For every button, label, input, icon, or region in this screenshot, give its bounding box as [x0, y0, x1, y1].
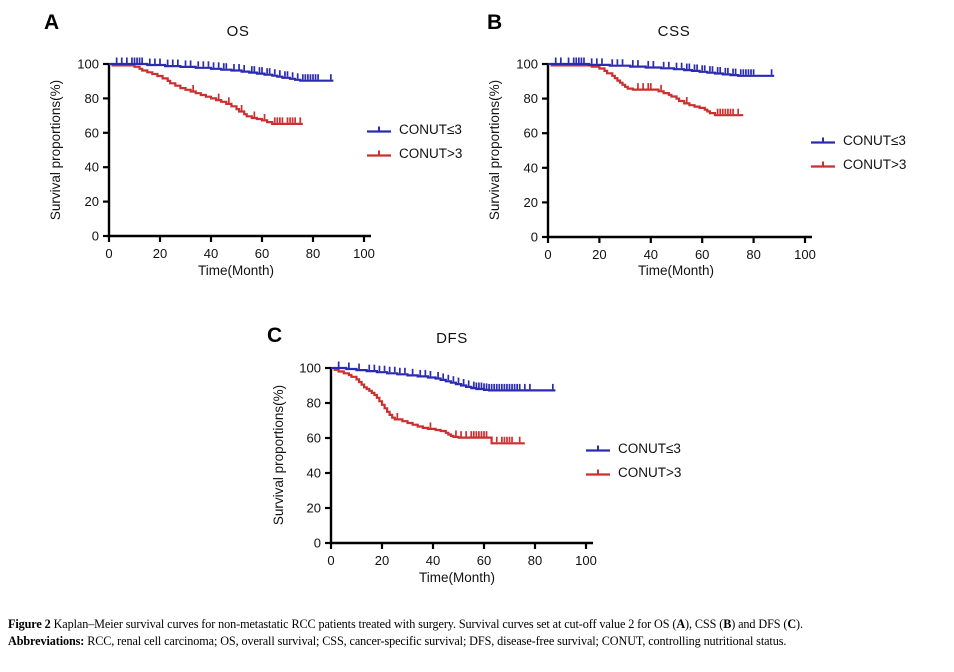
y-tick-label: 20 — [85, 194, 99, 209]
panel-plot-dfs: 0 20 40 60 80 100 0 20 40 60 80 100 — [299, 361, 597, 569]
panel-b-ylabel: Survival proportions(%) — [487, 79, 502, 221]
figure-caption: Figure 2 Kaplan–Meier survival curves fo… — [8, 616, 950, 649]
y-tick-label: 80 — [307, 396, 321, 411]
x-tick-label: 20 — [153, 246, 167, 261]
x-tick-label: 60 — [477, 553, 491, 568]
legend-item-conut-low: CONUT≤3 — [585, 441, 681, 456]
legend-item-conut-low: CONUT≤3 — [366, 122, 462, 137]
legend-item-conut-high: CONUT>3 — [366, 146, 462, 161]
y-tick-label: 100 — [77, 57, 99, 72]
x-tick-label: 20 — [375, 553, 389, 568]
y-tick-label: 20 — [307, 501, 321, 516]
legend-label: CONUT≤3 — [618, 441, 681, 456]
y-tick-label: 60 — [524, 126, 538, 141]
km-curve-conut-low — [109, 62, 334, 82]
y-tick-label: 40 — [307, 466, 321, 481]
panel-a-xlabel: Time(Month) — [197, 263, 274, 278]
km-curve-conut-high — [111, 64, 303, 125]
km-line-marker-icon — [366, 125, 392, 135]
x-tick-label: 0 — [327, 553, 334, 568]
km-line-marker-icon — [810, 160, 836, 170]
y-tick-label: 0 — [314, 536, 321, 551]
y-tick-label: 40 — [85, 160, 99, 175]
x-tick-label: 100 — [353, 246, 375, 261]
caption-line-1: Figure 2 Kaplan–Meier survival curves fo… — [8, 617, 803, 631]
x-tick-label: 80 — [746, 247, 760, 262]
x-tick-label: 80 — [306, 246, 320, 261]
y-tick-label: 40 — [524, 160, 538, 175]
km-curve-conut-high — [550, 64, 744, 117]
x-tick-label: 40 — [426, 553, 440, 568]
panel-a-label: A — [44, 11, 60, 34]
panel-b-label: B — [487, 11, 503, 34]
km-line-marker-icon — [810, 136, 836, 146]
panel-b-title: CSS — [657, 23, 691, 40]
legend-label: CONUT≤3 — [399, 122, 462, 137]
x-tick-label: 100 — [575, 553, 597, 568]
x-tick-label: 40 — [644, 247, 658, 262]
x-tick-label: 80 — [528, 553, 542, 568]
km-line-marker-icon — [585, 468, 611, 478]
km-curve-conut-low — [548, 62, 775, 77]
x-tick-label: 60 — [255, 246, 269, 261]
panel-a-legend: CONUT≤3 CONUT>3 — [366, 122, 462, 161]
y-tick-label: 60 — [85, 125, 99, 140]
x-tick-label: 60 — [695, 247, 709, 262]
panel-plot-os: 0 20 40 60 80 100 0 20 40 60 80 100 — [77, 57, 375, 262]
panel-a-ylabel: Survival proportions(%) — [48, 79, 63, 221]
km-curve-conut-high — [333, 368, 525, 445]
y-tick-label: 60 — [307, 431, 321, 446]
legend-label: CONUT>3 — [843, 157, 907, 172]
km-plots-canvas: 0 20 40 60 80 100 0 20 40 60 80 100 0 20 40 60 80 100 0 20 4… — [77, 57, 816, 569]
x-tick-label: 40 — [204, 246, 218, 261]
panel-c-xlabel: Time(Month) — [418, 570, 495, 585]
legend-label: CONUT>3 — [618, 465, 682, 480]
legend-item-conut-low: CONUT≤3 — [810, 133, 906, 148]
x-tick-label: 0 — [105, 246, 112, 261]
x-tick-label: 0 — [544, 247, 551, 262]
y-tick-label: 20 — [524, 195, 538, 210]
y-tick-label: 100 — [516, 57, 538, 72]
panel-c-title: DFS — [436, 330, 468, 347]
legend-item-conut-high: CONUT>3 — [810, 157, 906, 172]
panel-b-xlabel: Time(Month) — [637, 263, 714, 278]
legend-item-conut-high: CONUT>3 — [585, 465, 681, 480]
x-tick-label: 100 — [794, 247, 816, 262]
km-curve-conut-low — [331, 366, 556, 392]
legend-label: CONUT>3 — [399, 146, 463, 161]
y-tick-label: 0 — [531, 230, 538, 245]
legend-label: CONUT≤3 — [843, 133, 906, 148]
y-tick-label: 80 — [524, 91, 538, 106]
panel-plot-css: 0 20 40 60 80 100 0 20 40 60 80 100 — [516, 57, 816, 263]
y-tick-label: 80 — [85, 91, 99, 106]
panel-c-label: C — [267, 324, 283, 347]
km-line-marker-icon — [366, 149, 392, 159]
x-tick-label: 20 — [592, 247, 606, 262]
caption-line-2: Abbreviations: RCC, renal cell carcinoma… — [8, 633, 787, 648]
panel-b-legend: CONUT≤3 CONUT>3 — [810, 133, 906, 172]
panel-c-ylabel: Survival proportions(%) — [271, 384, 286, 526]
km-line-marker-icon — [585, 444, 611, 454]
panel-a-title: OS — [226, 23, 250, 40]
y-tick-label: 0 — [92, 229, 99, 244]
y-tick-label: 100 — [299, 361, 321, 376]
panel-c-legend: CONUT≤3 CONUT>3 — [585, 441, 681, 480]
